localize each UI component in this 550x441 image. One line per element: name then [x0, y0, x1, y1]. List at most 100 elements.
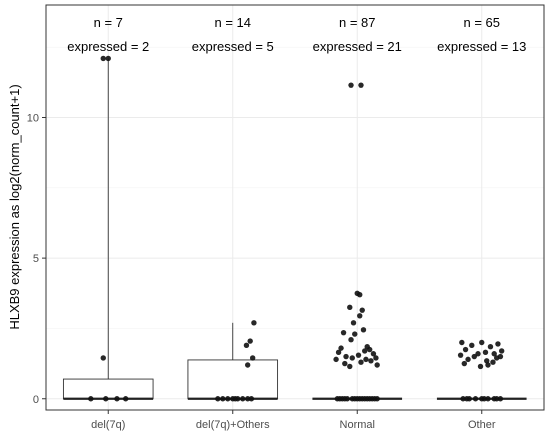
data-point: [459, 339, 465, 346]
data-point: [357, 396, 363, 402]
data-point: [347, 304, 353, 311]
data-point: [497, 396, 504, 402]
data-point: [232, 396, 238, 402]
data-point: [251, 320, 257, 326]
data-point: [335, 349, 342, 356]
data-point: [484, 358, 490, 364]
data-point: [477, 363, 484, 370]
data-point: [493, 396, 500, 402]
plot-panel-background: [46, 5, 544, 410]
y-tick-label: 10: [27, 113, 39, 125]
data-point: [215, 396, 221, 402]
group-expressed-label: expressed = 13: [437, 39, 526, 54]
data-point: [357, 313, 363, 319]
data-point: [342, 360, 348, 367]
data-point: [244, 396, 251, 402]
data-point: [491, 351, 497, 357]
group-count-label: n = 7: [94, 15, 123, 30]
data-point: [370, 351, 377, 357]
data-point: [363, 356, 369, 363]
data-point: [472, 396, 479, 402]
x-tick-label: del(7q): [91, 419, 125, 431]
data-point: [333, 356, 339, 363]
data-point: [348, 336, 354, 343]
box-iqr: [187, 359, 279, 400]
data-point: [225, 396, 231, 402]
data-point: [495, 341, 501, 347]
data-point: [100, 355, 106, 361]
data-point: [340, 329, 347, 336]
data-point: [220, 396, 226, 402]
data-point: [465, 356, 471, 363]
data-point: [461, 360, 468, 367]
data-point: [248, 396, 255, 402]
data-point: [343, 353, 349, 360]
group-count-label: n = 65: [463, 15, 500, 30]
x-tick-label: Normal: [340, 419, 375, 431]
plot-panel-border: [45, 4, 545, 411]
data-point: [114, 396, 120, 402]
box-iqr: [62, 378, 154, 400]
data-point: [360, 327, 367, 333]
data-point: [493, 355, 500, 361]
data-point: [460, 396, 466, 402]
data-point: [347, 363, 353, 370]
axes: 0 5 10 del(7q) del(7q)+Others Normal Other: [27, 113, 496, 432]
y-tick-label: 5: [33, 253, 39, 265]
data-point: [498, 348, 505, 354]
data-point: [249, 355, 256, 361]
group-count-label: n = 14: [214, 15, 251, 30]
group-count-label: n = 87: [339, 15, 376, 30]
group-expressed-label: expressed = 2: [67, 39, 149, 54]
data-point: [357, 291, 363, 298]
data-point: [88, 396, 94, 402]
data-point: [243, 342, 250, 349]
data-point: [362, 348, 368, 354]
data-point: [487, 344, 494, 350]
data-point: [342, 396, 348, 402]
data-point: [367, 346, 373, 353]
data-point: [373, 355, 379, 361]
data-point: [367, 396, 373, 402]
data-point: [355, 352, 362, 358]
data-point: [122, 396, 129, 402]
data-point: [485, 362, 491, 368]
group-expressed-label: expressed = 5: [192, 39, 274, 54]
data-point: [479, 339, 485, 346]
data-point: [348, 82, 354, 88]
data-point: [338, 345, 344, 351]
data-point: [462, 346, 469, 353]
data-point: [475, 351, 481, 357]
data-point: [490, 359, 496, 365]
group-annotations: n = 7 expressed = 2 n = 14 expressed = 5 n =…: [67, 15, 526, 54]
x-tick-label: del(7q)+Others: [196, 419, 270, 431]
data-point: [371, 396, 378, 402]
data-point: [471, 353, 477, 360]
data-point: [485, 396, 491, 402]
data-point: [350, 320, 357, 326]
data-point: [359, 307, 365, 313]
data-point: [100, 55, 106, 62]
data-point: [349, 355, 355, 361]
data-point: [337, 396, 343, 402]
data-point: [362, 396, 368, 402]
data-point: [457, 352, 464, 358]
data-point: [103, 396, 109, 402]
data-point: [482, 349, 489, 356]
data-point: [105, 55, 111, 62]
data-point: [481, 396, 487, 402]
data-point: [358, 82, 364, 88]
data-point: [358, 359, 364, 365]
data-point: [247, 338, 253, 344]
data-point: [368, 358, 374, 364]
data-point: [464, 396, 470, 402]
y-axis-title: HLXB9 expression as log2(norm_count+1): [7, 84, 22, 329]
data-point: [374, 362, 380, 368]
data-point: [352, 331, 358, 337]
data-point: [244, 362, 251, 368]
data-points: [88, 55, 505, 402]
data-point: [469, 342, 475, 349]
group-expressed-label: expressed = 21: [313, 39, 402, 54]
x-tick-label: Other: [468, 419, 496, 431]
